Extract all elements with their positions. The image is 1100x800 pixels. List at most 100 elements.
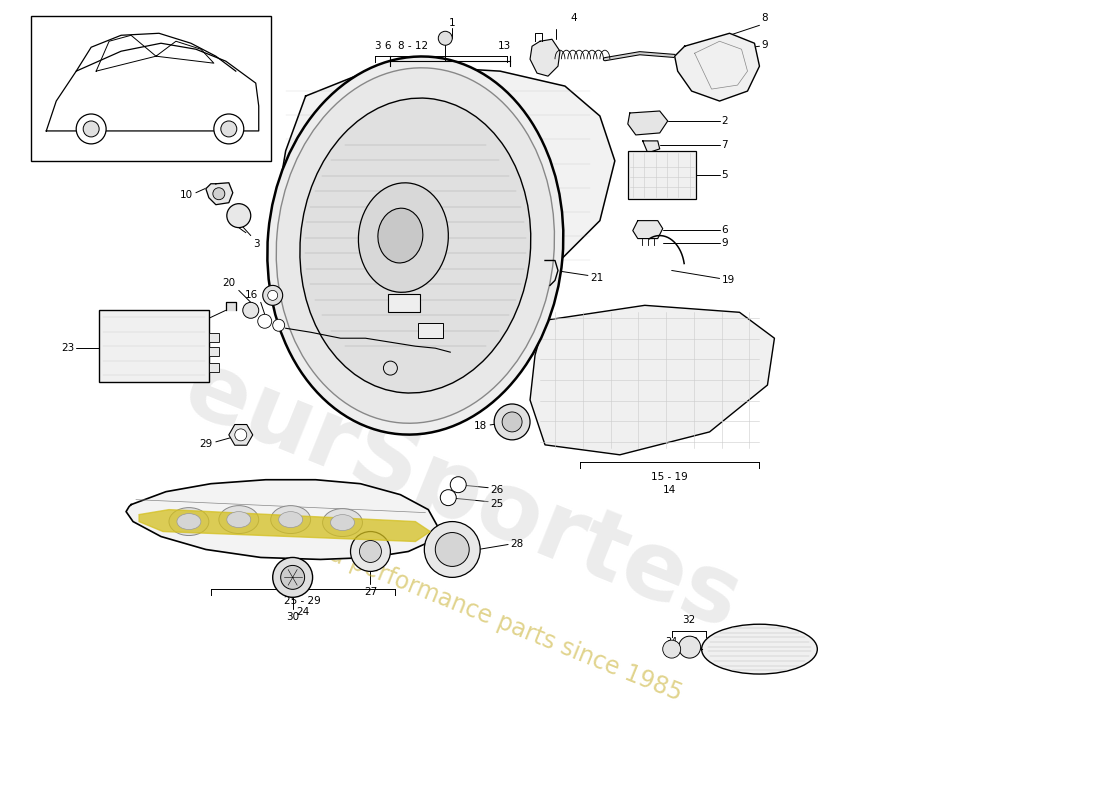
- Circle shape: [351, 531, 390, 571]
- Polygon shape: [628, 111, 668, 135]
- Bar: [31, 16, 271, 161]
- Text: 19: 19: [722, 275, 735, 286]
- Ellipse shape: [219, 506, 258, 534]
- Text: 21: 21: [590, 274, 603, 283]
- Bar: [209, 334, 219, 342]
- Ellipse shape: [702, 624, 817, 674]
- Text: 4: 4: [570, 14, 576, 23]
- Ellipse shape: [177, 514, 201, 530]
- Circle shape: [213, 188, 224, 200]
- Circle shape: [360, 541, 382, 562]
- Bar: [209, 363, 219, 372]
- Text: 34: 34: [666, 637, 678, 647]
- Text: a performance parts since 1985: a performance parts since 1985: [327, 542, 686, 705]
- Ellipse shape: [227, 512, 251, 527]
- Text: 2: 2: [722, 116, 728, 126]
- Circle shape: [84, 121, 99, 137]
- Text: eurSportes: eurSportes: [172, 342, 754, 649]
- Text: 12: 12: [444, 319, 458, 330]
- Text: 18: 18: [474, 421, 487, 431]
- Text: 3: 3: [253, 238, 260, 249]
- Text: 24: 24: [296, 607, 309, 618]
- Text: 28: 28: [510, 539, 524, 550]
- Ellipse shape: [278, 512, 303, 527]
- Text: 17: 17: [283, 261, 296, 270]
- Text: 30: 30: [286, 612, 299, 622]
- Ellipse shape: [331, 514, 354, 530]
- Text: 11: 11: [415, 270, 428, 281]
- Text: 3 6  8 - 12: 3 6 8 - 12: [375, 42, 429, 51]
- Polygon shape: [139, 510, 430, 542]
- Polygon shape: [642, 141, 660, 153]
- Text: 15 - 19: 15 - 19: [651, 472, 689, 482]
- Circle shape: [227, 204, 251, 228]
- Polygon shape: [226, 302, 235, 310]
- Circle shape: [221, 121, 236, 137]
- Polygon shape: [530, 39, 560, 76]
- Circle shape: [280, 566, 305, 590]
- Text: 16: 16: [244, 290, 257, 300]
- Ellipse shape: [300, 98, 531, 393]
- Text: 26: 26: [491, 485, 504, 494]
- Text: 25 - 29: 25 - 29: [284, 596, 321, 606]
- Text: 14: 14: [663, 485, 676, 494]
- Circle shape: [440, 490, 456, 506]
- Polygon shape: [530, 306, 774, 455]
- Circle shape: [76, 114, 106, 144]
- Circle shape: [425, 522, 481, 578]
- Circle shape: [273, 319, 285, 331]
- Polygon shape: [126, 480, 438, 559]
- Text: 7: 7: [722, 140, 728, 150]
- Circle shape: [257, 314, 272, 328]
- Text: 32: 32: [682, 615, 695, 626]
- Polygon shape: [276, 66, 615, 310]
- Ellipse shape: [271, 506, 310, 534]
- Text: 5: 5: [722, 170, 728, 180]
- Polygon shape: [206, 182, 233, 205]
- Polygon shape: [674, 34, 759, 101]
- Text: 9: 9: [761, 40, 768, 50]
- Circle shape: [267, 290, 277, 300]
- Text: 25: 25: [491, 498, 504, 509]
- Circle shape: [384, 361, 397, 375]
- Text: 22: 22: [192, 315, 206, 326]
- Circle shape: [679, 636, 701, 658]
- Text: 31: 31: [362, 346, 375, 356]
- Bar: [418, 323, 443, 338]
- Circle shape: [450, 477, 466, 493]
- Text: 15: 15: [285, 295, 298, 306]
- Circle shape: [243, 302, 258, 318]
- Text: 10: 10: [179, 190, 192, 200]
- Ellipse shape: [276, 68, 554, 423]
- Circle shape: [213, 114, 244, 144]
- Text: 23: 23: [60, 343, 74, 353]
- Text: 29: 29: [199, 439, 213, 449]
- Circle shape: [273, 558, 312, 598]
- Circle shape: [438, 31, 452, 46]
- Circle shape: [494, 404, 530, 440]
- Polygon shape: [632, 221, 662, 238]
- Text: 8: 8: [761, 14, 768, 23]
- Bar: [209, 347, 219, 356]
- Circle shape: [234, 429, 246, 441]
- Circle shape: [263, 286, 283, 306]
- Bar: [99, 310, 209, 382]
- Circle shape: [502, 412, 522, 432]
- Circle shape: [436, 533, 470, 566]
- Ellipse shape: [378, 208, 422, 263]
- Text: 20: 20: [222, 278, 235, 288]
- Ellipse shape: [267, 57, 563, 434]
- Text: 33: 33: [686, 637, 698, 647]
- Text: 13: 13: [498, 42, 512, 51]
- Circle shape: [662, 640, 681, 658]
- Bar: [628, 151, 695, 198]
- Text: 9: 9: [722, 238, 728, 247]
- Text: 6: 6: [722, 225, 728, 234]
- Bar: [388, 294, 420, 312]
- Text: 27: 27: [364, 587, 377, 598]
- Text: 1: 1: [449, 18, 455, 28]
- Ellipse shape: [359, 183, 449, 292]
- Ellipse shape: [169, 508, 209, 535]
- Ellipse shape: [322, 509, 363, 537]
- Polygon shape: [229, 425, 253, 446]
